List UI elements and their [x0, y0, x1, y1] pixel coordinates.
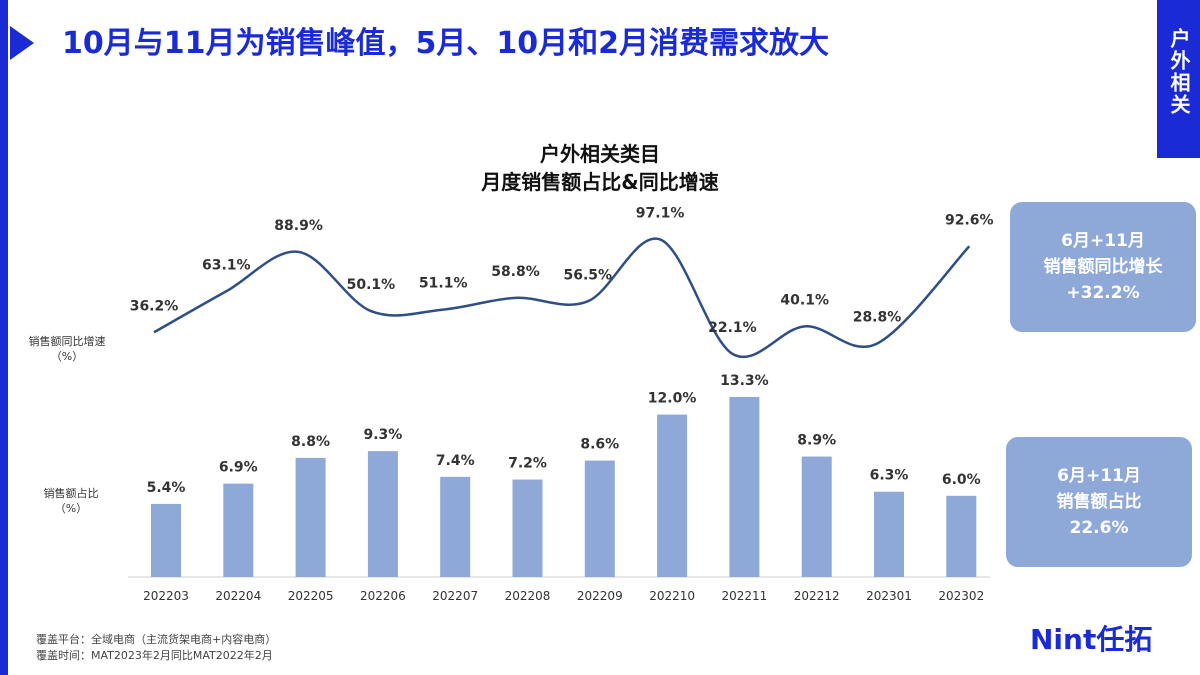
- bar-202212: [801, 456, 832, 577]
- line-label-202203: 36.2%: [130, 298, 179, 314]
- bar-202203: [151, 503, 181, 577]
- bar-label-202209: 8.6%: [580, 437, 619, 453]
- growth-callout-line2: 销售额同比增长: [1043, 257, 1163, 277]
- bar-label-202208: 7.2%: [508, 456, 547, 472]
- growth-callout-line3: +32.2%: [1066, 283, 1140, 303]
- line-label-202206: 50.1%: [347, 277, 396, 293]
- line-label-202301: 28.8%: [853, 310, 902, 326]
- side-tab: [1157, 0, 1200, 158]
- bar-label-202203: 5.4%: [147, 480, 186, 496]
- growth-callout: 6月+11月 销售额同比增长 +32.2%: [1010, 202, 1196, 332]
- bar-202208: [512, 479, 543, 577]
- bar-label-202302: 6.0%: [942, 472, 981, 488]
- x-tick-202208: 202208: [505, 589, 551, 603]
- bar-202206: [367, 451, 398, 577]
- x-tick-202302: 202302: [938, 589, 984, 603]
- share-callout-line3: 22.6%: [1069, 518, 1129, 538]
- bar-202204: [223, 483, 254, 577]
- x-tick-202205: 202205: [288, 589, 334, 603]
- bar-axis-label-unit: （%）: [54, 502, 88, 515]
- chart-subtitle: 月度销售额占比&同比增速: [481, 170, 719, 194]
- line-label-202211: 22.1%: [708, 320, 757, 336]
- footnote-period: 覆盖时间：MAT2023年2月同比MAT2022年2月: [36, 649, 273, 662]
- line-axis-label: 销售额同比增速 （%）: [12, 334, 122, 364]
- x-tick-202209: 202209: [577, 589, 623, 603]
- bar-axis-label: 销售额占比 （%）: [16, 486, 126, 516]
- chart-title: 户外相关类目: [540, 142, 660, 166]
- line-label-202205: 88.9%: [274, 218, 323, 234]
- x-tick-202204: 202204: [215, 589, 261, 603]
- title-chevron-icon: [10, 26, 34, 60]
- bar-label-202206: 9.3%: [363, 427, 402, 443]
- x-tick-202212: 202212: [794, 589, 840, 603]
- page-title: 10月与11月为销售峰值，5月、10月和2月消费需求放大: [62, 26, 829, 61]
- bar-label-202212: 8.9%: [797, 433, 836, 449]
- share-callout-line2: 销售额占比: [1056, 492, 1142, 512]
- line-label-202209: 56.5%: [564, 267, 613, 283]
- bar-202211: [729, 397, 760, 577]
- brand-logo: Nint任拓: [1030, 623, 1153, 656]
- line-label-202302: 92.6%: [945, 212, 994, 228]
- line-label-202204: 63.1%: [202, 257, 251, 273]
- line-label-202212: 40.1%: [780, 292, 829, 308]
- line-label-202210: 97.1%: [636, 205, 685, 221]
- bar-202302: [946, 495, 977, 577]
- bar-202209: [584, 460, 615, 577]
- line-axis-label-name: 销售额同比增速: [28, 335, 106, 348]
- share-callout-line1: 6月+11月: [1057, 466, 1141, 486]
- growth-callout-line1: 6月+11月: [1061, 231, 1145, 251]
- bar-label-202205: 8.8%: [291, 434, 330, 450]
- share-callout: 6月+11月 销售额占比 22.6%: [1006, 437, 1192, 567]
- bar-202301: [874, 491, 904, 577]
- growth-line: [153, 237, 971, 358]
- bar-label-202301: 6.3%: [870, 468, 909, 484]
- left-accent-bar: [0, 0, 8, 675]
- line-label-202207: 51.1%: [419, 276, 468, 292]
- bar-202210: [657, 414, 688, 577]
- x-tick-202206: 202206: [360, 589, 406, 603]
- line-axis-label-unit: （%）: [50, 350, 84, 363]
- bar-label-202210: 12.0%: [648, 391, 697, 407]
- line-label-202208: 58.8%: [491, 264, 540, 280]
- x-tick-202211: 202211: [721, 589, 767, 603]
- x-tick-202301: 202301: [866, 589, 912, 603]
- x-tick-202203: 202203: [143, 589, 189, 603]
- bar-label-202204: 6.9%: [219, 460, 258, 476]
- side-tab-label: 户外相关: [1167, 28, 1191, 116]
- x-tick-202210: 202210: [649, 589, 695, 603]
- bar-label-202211: 13.3%: [720, 373, 769, 389]
- bar-202205: [295, 457, 326, 577]
- bar-label-202207: 7.4%: [436, 453, 475, 469]
- x-tick-202207: 202207: [432, 589, 478, 603]
- bar-202207: [440, 476, 471, 577]
- bar-axis-label-name: 销售额占比: [43, 487, 99, 500]
- footnote-platform: 覆盖平台：全域电商（主流货架电商+内容电商）: [36, 633, 277, 646]
